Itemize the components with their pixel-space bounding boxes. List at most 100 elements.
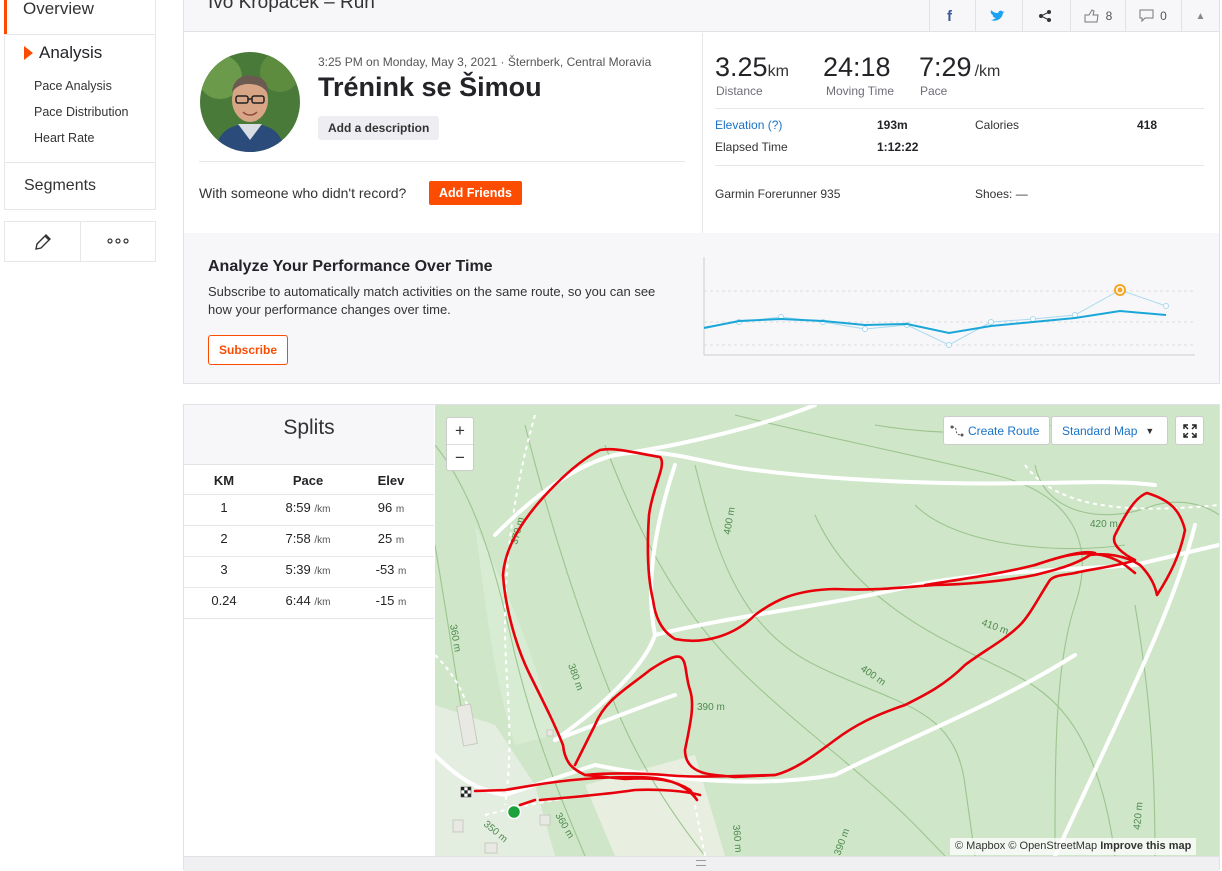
splits-header [184,405,434,465]
divider [199,161,685,162]
nav-analysis[interactable]: Analysis [24,43,102,63]
calories-value: 418 [1137,118,1158,132]
divider [715,108,1204,109]
caret-down-icon: ▼ [1145,425,1155,436]
splits-header-pace: Pace [292,473,324,488]
left-nav [4,0,156,210]
route-map[interactable]: 370 m 400 m 420 m 360 m 410 m 380 m 390 … [435,405,1219,856]
elevation-help-link[interactable]: Elevation (?) [715,118,783,132]
add-friends-button[interactable]: Add Friends [429,181,522,205]
facebook-icon: f [947,7,952,25]
split-pace-unit: /km [314,535,331,546]
start-marker-icon [506,804,522,820]
split-elev-cell: -53 m [350,562,432,577]
nav-pace-analysis[interactable]: Pace Analysis [34,79,112,93]
pace-value: 7:29 [919,52,972,82]
twitter-share-button[interactable] [975,0,1020,32]
split-pace: 5:39 [285,562,311,577]
performance-title: Analyze Your Performance Over Time [208,258,493,275]
zoom-out-button[interactable]: − [455,447,465,467]
nav-heart-rate[interactable]: Heart Rate [34,131,95,145]
activity-header-bar [184,0,1219,32]
split-elev-unit: m [398,566,407,577]
device-name: Garmin Forerunner 935 [715,187,841,201]
row-divider [184,587,434,588]
split-elev: 96 [377,500,393,515]
contour-label: 400 m [722,506,738,535]
action-toolbar [4,221,156,262]
divider [715,165,1204,166]
collapse-button[interactable]: ▲ [1181,0,1219,32]
kudos-count: 8 [1105,9,1113,23]
distance-value: 3.25 [715,52,768,82]
split-pace-cell: 6:44 /km [258,593,358,608]
comments-count: 0 [1160,9,1167,23]
chevron-right-icon [24,46,33,60]
split-pace-cell: 5:39 /km [258,562,358,577]
nav-analysis-label: Analysis [39,43,103,62]
edit-pencil-icon[interactable] [33,232,53,252]
elapsed-time-value: 1:12:22 [877,140,919,154]
fullscreen-icon [1182,423,1197,438]
fullscreen-button[interactable] [1175,416,1204,445]
split-elev: -53 [375,562,395,577]
subscribe-button[interactable]: Subscribe [208,335,289,365]
splits-header-elev: Elev [377,473,405,488]
twitter-icon [990,9,1005,21]
activity-title: Trénink se Šimou [318,72,542,102]
row-divider [184,556,434,557]
row-divider [184,525,434,526]
nav-divider [5,34,155,35]
zoom-control: + − [446,417,474,471]
row-divider [184,618,434,619]
split-pace-unit: /km [314,504,331,515]
route-icon [950,425,964,436]
stat-distance: 3.25km [715,52,789,83]
nav-divider [5,162,155,163]
performance-preview-chart [703,257,1195,356]
shoes-label: Shoes: — [975,187,1028,201]
split-elev-unit: m [395,535,405,546]
split-pace-unit: /km [314,597,331,608]
comment-icon [1139,9,1154,23]
kudos-button[interactable]: 8 [1070,0,1125,32]
contour-label: 420 m [1090,519,1118,530]
zoom-in-button[interactable]: + [447,418,473,445]
map-type-select[interactable]: Standard Map ▼ [1051,416,1168,445]
nav-pace-distribution[interactable]: Pace Distribution [34,105,129,119]
caret-up-icon: ▲ [1195,10,1206,22]
split-km: 0.24 [211,593,237,608]
map-type-label: Standard Map [1062,423,1138,438]
friends-prompt: With someone who didn't record? [199,185,407,201]
athlete-avatar[interactable] [200,52,300,152]
activity-route [473,447,1187,807]
improve-map-link[interactable]: Improve this map [1100,840,1192,852]
share-icon [1039,10,1051,22]
split-elev-cell: 96 m [350,500,432,515]
create-route-button[interactable]: Create Route [943,416,1050,445]
share-button[interactable] [1022,0,1067,32]
split-elev: -15 [375,593,395,608]
performance-text: Subscribe to automatically match activit… [208,284,656,317]
nav-overview[interactable]: Overview [4,0,154,34]
add-description-button[interactable]: Add a description [318,116,440,140]
pace-unit: /km [974,63,1001,80]
resize-handle[interactable] [184,856,1219,871]
nav-segments[interactable]: Segments [24,177,97,194]
comments-button[interactable]: 0 [1125,0,1180,32]
divider [702,33,703,233]
contour-label: 420 m [1132,802,1145,831]
split-elev-unit: m [395,504,405,515]
contour-label: 360 m [447,624,463,653]
more-options-icon[interactable] [107,236,129,246]
kudos-icon [1084,9,1099,23]
attribution-text[interactable]: © Mapbox © OpenStreetMap [955,840,1098,852]
finish-flag-icon [460,786,472,798]
distance-label: Distance [716,84,763,98]
facebook-share-button[interactable]: f [929,0,969,32]
splits-title: Splits [283,416,335,439]
split-elev-unit: m [398,597,407,608]
elapsed-time-label: Elapsed Time [715,140,788,154]
split-km-cell: 0.24 [200,593,248,608]
stat-pace: 7:29/km [919,52,1000,83]
